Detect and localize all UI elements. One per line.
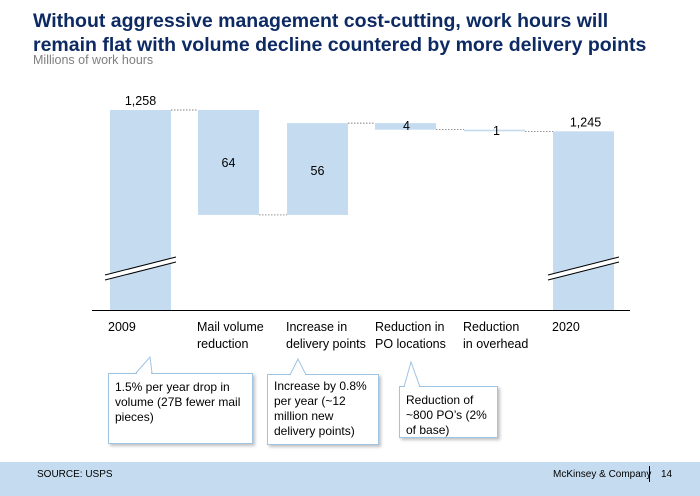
category-label-overhead: Reduction in overhead xyxy=(463,320,529,351)
callout-tail-joins xyxy=(0,0,700,470)
waterfall-chart: 1,258 64 56 4 1 1,245 xyxy=(92,94,630,311)
category-label-delivery-points: Increase in delivery points xyxy=(286,320,366,351)
axis-break-line-b-5 xyxy=(547,261,620,281)
callout-tails xyxy=(134,355,421,388)
callout-mail-volume: 1.5% per year drop in volume (27B fewer … xyxy=(108,373,253,444)
axis-break-line-b-0 xyxy=(104,261,177,281)
category-label-2020: 2020 xyxy=(552,320,580,334)
value-label-1: 64 xyxy=(222,156,236,170)
bar-5 xyxy=(553,131,614,310)
value-label-0: 1,258 xyxy=(125,94,156,108)
value-label-2: 56 xyxy=(311,164,325,178)
axis-break-gap-0 xyxy=(105,257,176,280)
axis-break-line-a-0 xyxy=(104,256,177,276)
bar-4 xyxy=(464,129,525,132)
value-label-5: 1,245 xyxy=(570,115,601,129)
company-name: McKinsey & Company xyxy=(553,469,652,480)
callout-po-locations: Reduction of ~800 PO’s (2% of base) xyxy=(399,386,498,438)
footer-separator xyxy=(649,466,650,482)
value-label-4: 1 xyxy=(493,124,500,138)
page-number: 14 xyxy=(661,469,673,480)
chart-title: Without aggressive management cost-cutti… xyxy=(33,10,647,56)
callout-delivery-points: Increase by 0.8% per year (~12 million n… xyxy=(267,374,379,445)
source-note: SOURCE: USPS xyxy=(37,469,113,480)
axis-break-gap-5 xyxy=(548,257,619,280)
category-label-mail-volume: Mail volume reduction xyxy=(197,320,264,351)
category-label-2009: 2009 xyxy=(108,320,136,334)
chart-subtitle: Millions of work hours xyxy=(33,53,154,67)
category-label-po-locations: Reduction in PO locations xyxy=(375,320,446,351)
bar-3 xyxy=(375,123,436,130)
axis-break-line-a-5 xyxy=(547,256,620,276)
footer-bar xyxy=(0,462,700,496)
value-label-3: 4 xyxy=(403,119,410,133)
bar-1 xyxy=(198,110,259,215)
bar-2 xyxy=(287,123,348,215)
